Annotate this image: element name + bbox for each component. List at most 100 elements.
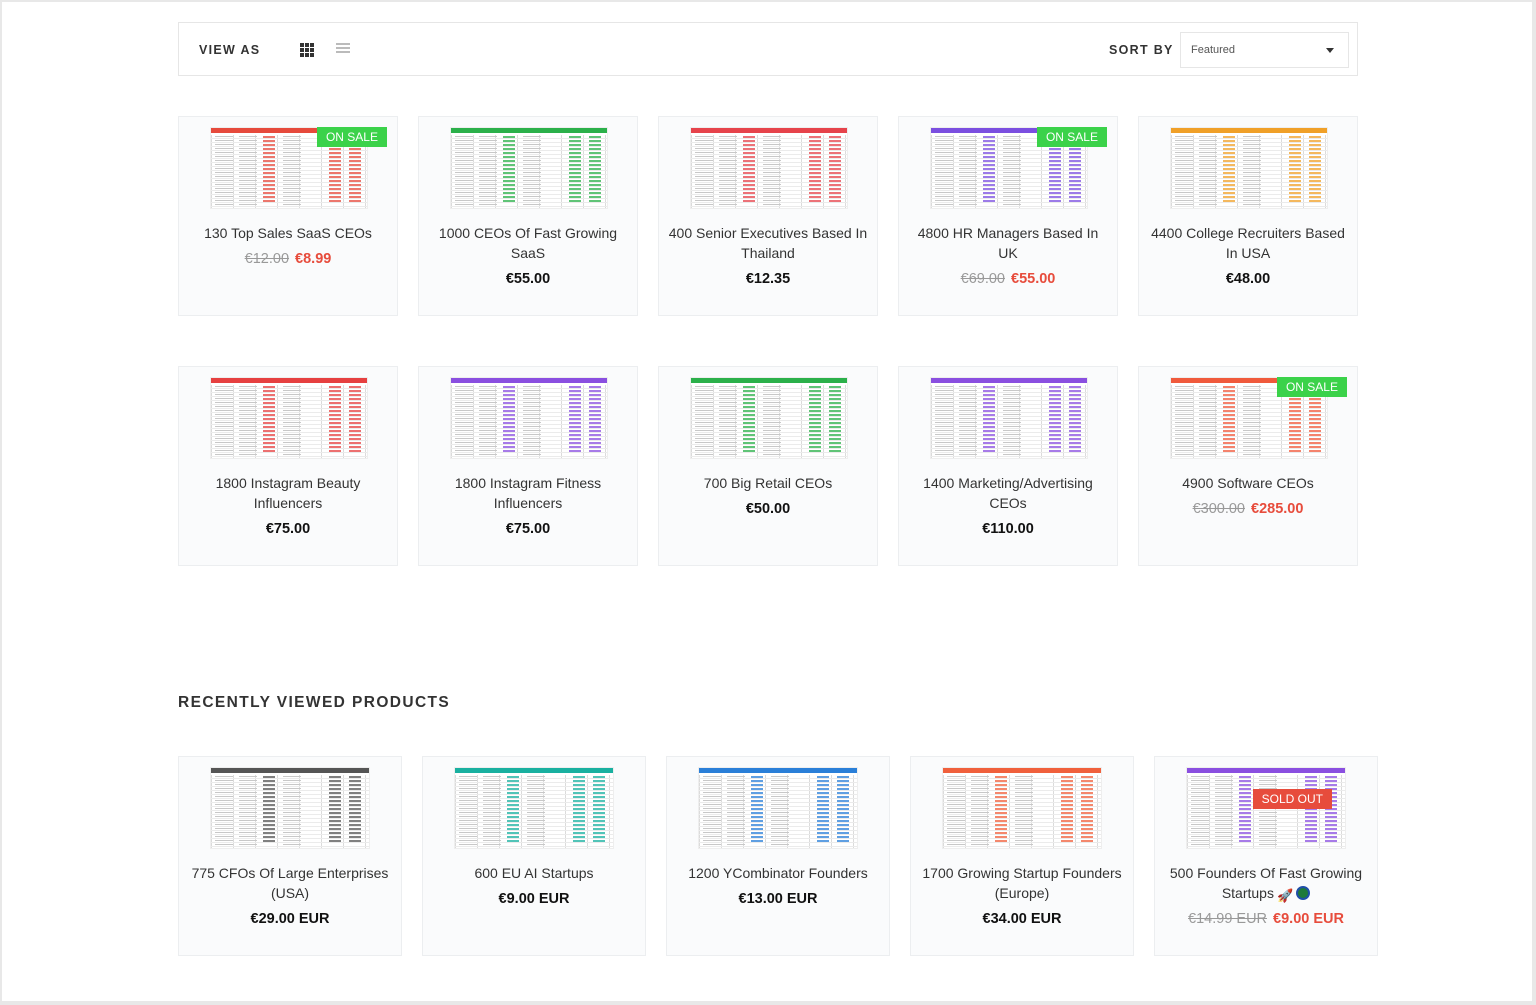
product-name[interactable]: 775 CFOs Of Large Enterprises (USA) <box>187 863 393 903</box>
product-thumbnail <box>1170 127 1328 209</box>
product-name[interactable]: 130 Top Sales SaaS CEOs <box>187 223 389 243</box>
product-thumbnail <box>210 767 370 849</box>
product-name-text: 1800 Instagram Fitness Influencers <box>454 475 602 511</box>
product-thumbnail <box>698 767 858 849</box>
product-thumbnail <box>210 127 368 209</box>
product-card[interactable]: 1000 CEOs Of Fast Growing SaaS €55.00 <box>418 116 638 316</box>
product-card[interactable]: 1200 YCombinator Founders €13.00 EUR <box>666 756 890 956</box>
product-thumbnail <box>450 377 608 459</box>
product-name-text: 775 CFOs Of Large Enterprises (USA) <box>191 865 389 901</box>
product-name-text: 500 Founders Of Fast Growing Startups <box>1169 865 1363 901</box>
product-name[interactable]: 1700 Growing Startup Founders (Europe) <box>919 863 1125 903</box>
regular-price: €48.00 <box>1225 271 1271 287</box>
product-price: €48.00 <box>1139 271 1357 287</box>
product-card[interactable]: 775 CFOs Of Large Enterprises (USA) €29.0… <box>178 756 402 956</box>
product-price: €34.00 EUR <box>911 911 1133 927</box>
product-price: €110.00 <box>899 521 1117 537</box>
product-card[interactable]: 600 EU AI Startups €9.00 EUR <box>422 756 646 956</box>
product-name[interactable]: 600 EU AI Startups <box>431 863 637 883</box>
product-thumbnail <box>930 377 1088 459</box>
compare-at-price: €14.99 EUR <box>1188 911 1268 927</box>
regular-price: €50.00 <box>745 501 791 517</box>
product-name-text: 1200 YCombinator Founders <box>688 865 868 881</box>
product-name-text: 4900 Software CEOs <box>1182 475 1314 491</box>
product-card[interactable]: SOLD OUT 500 Founders Of Fast Growing Sta… <box>1154 756 1378 956</box>
sold-out-badge: SOLD OUT <box>1252 789 1332 809</box>
on-sale-badge: ON SALE <box>316 127 387 147</box>
product-card[interactable]: ON SALE 4900 Software CEOs €300.00 €285.00 <box>1138 366 1358 566</box>
rocket-emoji-icon: 🚀 <box>1276 888 1294 903</box>
product-card[interactable]: 700 Big Retail CEOs €50.00 <box>658 366 878 566</box>
list-view-icon[interactable] <box>336 43 350 57</box>
product-card[interactable]: 1800 Instagram Fitness Influencers €75.00 <box>418 366 638 566</box>
grid-view-icon[interactable] <box>300 43 314 57</box>
regular-price: €75.00 <box>505 521 551 537</box>
product-price: €75.00 <box>419 521 637 537</box>
product-name[interactable]: 4800 HR Managers Based In UK <box>907 223 1109 263</box>
product-price: €12.35 <box>659 271 877 287</box>
collection-toolbar: VIEW AS SORT BY Featured <box>178 22 1358 76</box>
product-price: €29.00 EUR <box>179 911 401 927</box>
product-name-text: 4400 College Recruiters Based In USA <box>1151 225 1345 261</box>
on-sale-badge: ON SALE <box>1276 377 1347 397</box>
product-name[interactable]: 700 Big Retail CEOs <box>667 473 869 493</box>
product-price: €50.00 <box>659 501 877 517</box>
product-card[interactable]: 400 Senior Executives Based In Thailand €… <box>658 116 878 316</box>
regular-price: €110.00 <box>982 521 1034 537</box>
regular-price: €9.00 EUR <box>498 891 570 907</box>
product-card[interactable]: 4400 College Recruiters Based In USA €48.… <box>1138 116 1358 316</box>
product-name-text: 4800 HR Managers Based In UK <box>917 225 1099 261</box>
product-thumbnail <box>690 377 848 459</box>
product-name-text: 700 Big Retail CEOs <box>703 475 833 491</box>
product-price: €300.00 €285.00 <box>1139 501 1357 517</box>
product-card[interactable]: 1800 Instagram Beauty Influencers €75.00 <box>178 366 398 566</box>
product-name-text: 1000 CEOs Of Fast Growing SaaS <box>438 225 618 261</box>
product-thumbnail <box>450 127 608 209</box>
product-name[interactable]: 400 Senior Executives Based In Thailand <box>667 223 869 263</box>
compare-at-price: €12.00 <box>244 251 290 267</box>
product-price: €13.00 EUR <box>667 891 889 907</box>
regular-price: €55.00 <box>505 271 551 287</box>
product-price: €9.00 EUR <box>423 891 645 907</box>
product-price: €14.99 EUR €9.00 EUR <box>1155 911 1377 927</box>
product-name-text: 400 Senior Executives Based In Thailand <box>668 225 868 261</box>
product-name[interactable]: 1800 Instagram Beauty Influencers <box>187 473 389 513</box>
view-as-label: VIEW AS <box>199 43 261 57</box>
product-thumbnail <box>942 767 1102 849</box>
product-name-text: 1400 Marketing/Advertising CEOs <box>923 475 1093 511</box>
recently-viewed-title: RECENTLY VIEWED PRODUCTS <box>178 694 451 711</box>
sale-price: €285.00 <box>1251 501 1304 517</box>
regular-price: €34.00 EUR <box>982 911 1062 927</box>
product-price: €69.00 €55.00 <box>899 271 1117 287</box>
product-name[interactable]: 1400 Marketing/Advertising CEOs <box>907 473 1109 513</box>
product-thumbnail <box>690 127 848 209</box>
compare-at-price: €300.00 <box>1192 501 1245 517</box>
regular-price: €75.00 <box>265 521 311 537</box>
product-name-text: 600 EU AI Startups <box>474 865 594 881</box>
product-thumbnail <box>1170 377 1328 459</box>
product-name-text: 1800 Instagram Beauty Influencers <box>215 475 361 511</box>
regular-price: €13.00 EUR <box>738 891 818 907</box>
sort-by-label: SORT BY <box>1109 43 1174 57</box>
sale-price: €8.99 <box>295 251 332 267</box>
product-name-text: 1700 Growing Startup Founders (Europe) <box>922 865 1122 901</box>
product-price: €55.00 <box>419 271 637 287</box>
product-name[interactable]: 1000 CEOs Of Fast Growing SaaS <box>427 223 629 263</box>
product-card[interactable]: 1400 Marketing/Advertising CEOs €110.00 <box>898 366 1118 566</box>
product-card[interactable]: 1700 Growing Startup Founders (Europe) €3… <box>910 756 1134 956</box>
product-card[interactable]: ON SALE 4800 HR Managers Based In UK €69.0… <box>898 116 1118 316</box>
chevron-down-icon <box>1326 48 1334 53</box>
product-thumbnail <box>210 377 368 459</box>
product-thumbnail <box>454 767 614 849</box>
sort-select[interactable]: Featured <box>1180 32 1349 68</box>
product-name[interactable]: 4900 Software CEOs <box>1147 473 1349 493</box>
product-name[interactable]: 1800 Instagram Fitness Influencers <box>427 473 629 513</box>
product-price: €12.00 €8.99 <box>179 251 397 267</box>
product-name[interactable]: 4400 College Recruiters Based In USA <box>1147 223 1349 263</box>
product-name[interactable]: 1200 YCombinator Founders <box>675 863 881 883</box>
sale-price: €9.00 EUR <box>1273 911 1344 927</box>
compare-at-price: €69.00 <box>960 271 1005 287</box>
product-name[interactable]: 500 Founders Of Fast Growing Startups 🚀 <box>1163 863 1369 903</box>
regular-price: €29.00 EUR <box>250 911 330 927</box>
product-card[interactable]: ON SALE 130 Top Sales SaaS CEOs €12.00 €8.9… <box>178 116 398 316</box>
